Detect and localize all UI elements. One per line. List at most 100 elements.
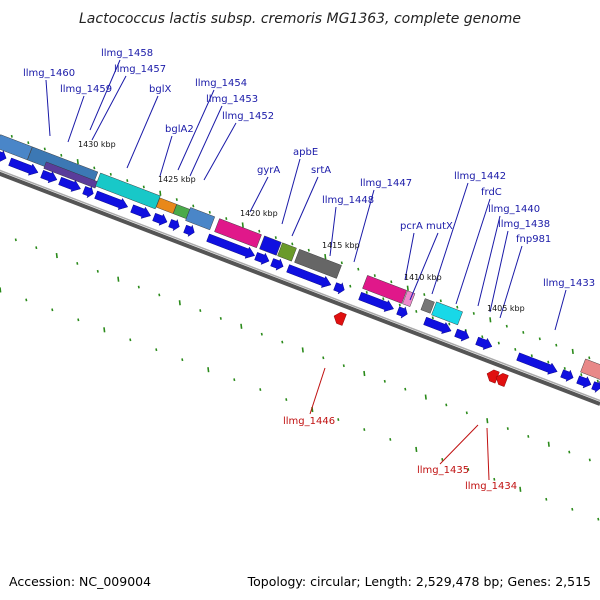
topology-text: Topology: circular; Length: 2,529,478 bp…	[247, 574, 591, 589]
gene-arrow-22	[560, 369, 574, 382]
gene-label-gyrA: gyrA	[257, 165, 280, 176]
tick-inner	[219, 317, 222, 320]
tick-inner	[55, 252, 58, 259]
genome-backbone	[0, 169, 600, 406]
gene-label-pcrA: pcrA	[400, 221, 423, 232]
gene-arrow-5	[82, 185, 94, 199]
tick-inner-far	[181, 358, 184, 362]
feature-box-8	[214, 218, 262, 249]
tick-outer	[274, 236, 277, 240]
tick-inner-far	[545, 497, 548, 501]
leader-forward-20	[499, 245, 523, 319]
leader-forward-15	[409, 232, 439, 301]
tick-outer-2	[596, 379, 599, 383]
gene-label-mutX: mutX	[426, 221, 453, 232]
gene-label-llmg_1434: llmg_1434	[465, 481, 517, 492]
tick-inner-far	[571, 507, 574, 511]
tick-inner	[14, 238, 17, 242]
gene-arrow-8	[152, 212, 168, 226]
gene-label-llmg_1453: llmg_1453	[206, 94, 258, 105]
tick-outer	[390, 280, 393, 284]
tick-inner	[117, 276, 120, 282]
kbp-label-1425: 1425 kbp	[158, 175, 196, 184]
tick-outer-2	[563, 366, 566, 370]
kbp-label-1410: 1410 kbp	[404, 273, 442, 282]
tick-inner	[322, 356, 325, 360]
tick-outer-2	[448, 322, 451, 326]
tick-inner	[260, 332, 263, 336]
feature-box-7	[185, 207, 216, 231]
gene-arrow-24	[591, 380, 600, 394]
leader-forward-6	[177, 89, 215, 171]
tick-inner	[506, 427, 509, 430]
gene-arrow-3	[40, 170, 58, 184]
tick-outer	[241, 222, 244, 228]
tick-inner	[342, 364, 345, 368]
tick-inner-far	[259, 388, 262, 392]
feature-box-1	[0, 134, 33, 161]
tick-inner	[240, 323, 243, 329]
leader-forward-17	[455, 198, 491, 305]
tick-inner	[35, 246, 38, 250]
tick-outer	[456, 305, 459, 309]
leader-forward-16	[431, 182, 469, 295]
gene-label-llmg_1447: llmg_1447	[360, 178, 412, 189]
reverse-arrow-llmg_1446	[333, 311, 347, 326]
tick-outer	[258, 229, 261, 233]
tick-inner-far	[363, 428, 366, 431]
tick-inner	[96, 269, 99, 273]
tick-outer	[126, 179, 129, 183]
tick-inner-far	[285, 398, 288, 402]
tick-outer-2	[415, 310, 418, 313]
gene-label-llmg_1438: llmg_1438	[498, 219, 550, 230]
gene-arrow-11	[206, 233, 255, 259]
leader-forward-19	[489, 230, 509, 313]
gene-arrow-21	[516, 352, 558, 375]
gene-label-apbE: apbE	[293, 147, 318, 158]
kbp-label-1415: 1415 kbp	[322, 241, 360, 250]
tick-outer	[439, 299, 442, 303]
accession-text: Accession: NC_009004	[9, 574, 151, 589]
leader-forward-12	[353, 189, 375, 263]
leader-llmg_1435	[439, 424, 479, 465]
tick-inner	[383, 379, 386, 383]
tick-outer-2	[382, 297, 385, 301]
tick-inner	[301, 347, 304, 353]
leader-llmg_1434	[486, 427, 490, 481]
tick-outer	[175, 198, 178, 202]
gene-label-llmg_1435: llmg_1435	[417, 465, 469, 476]
tick-inner	[588, 458, 591, 462]
gene-label-llmg_1446: llmg_1446	[283, 416, 335, 427]
feature-box-15	[431, 301, 463, 326]
gene-arrow-20	[475, 336, 493, 350]
tick-outer	[291, 242, 294, 246]
feature-box-4	[95, 172, 161, 210]
tick-inner-far	[77, 318, 80, 322]
feature-box-10	[277, 242, 297, 262]
gene-arrow-15	[333, 282, 345, 295]
gene-label-bglX: bglX	[149, 84, 171, 95]
tick-inner-far	[25, 298, 28, 302]
tick-outer	[472, 312, 475, 315]
tick-inner	[547, 441, 550, 447]
leader-forward-1	[89, 59, 121, 131]
gene-arrow-7	[130, 204, 151, 219]
tick-outer	[324, 253, 327, 260]
tick-inner-far	[337, 418, 340, 421]
leader-forward-10	[281, 158, 301, 225]
tick-inner	[363, 370, 366, 377]
gene-label-bglA2: bglA2	[165, 124, 194, 135]
gene-label-llmg_1457: llmg_1457	[114, 64, 166, 75]
leader-forward-0	[45, 79, 51, 137]
feature-box-12	[362, 275, 407, 304]
gene-label-llmg_1458: llmg_1458	[101, 48, 153, 59]
tick-outer	[423, 293, 426, 296]
leader-forward-11	[291, 176, 319, 237]
map-title: Lactococcus lactis subsp. cremoris MG136…	[79, 11, 521, 27]
tick-inner	[424, 394, 427, 400]
gene-label-llmg_1454: llmg_1454	[195, 78, 247, 89]
gene-arrow-17	[396, 306, 408, 319]
tick-outer	[225, 217, 228, 221]
gene-label-llmg_1459: llmg_1459	[60, 84, 112, 95]
